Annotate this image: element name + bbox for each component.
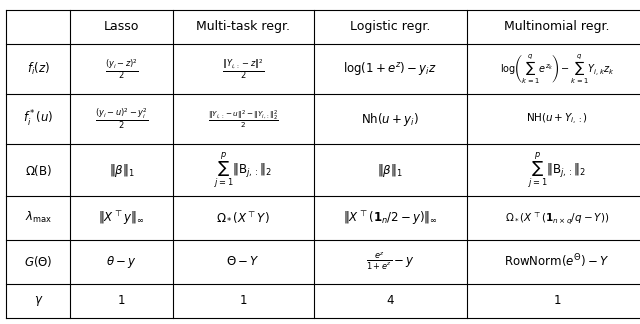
Text: $\Omega_*(X^\top(\mathbf{1}_{n \times q}/q - Y))$: $\Omega_*(X^\top(\mathbf{1}_{n \times q}… <box>505 210 609 226</box>
Text: $\mathrm{NH}(u + Y_{i,:})$: $\mathrm{NH}(u + Y_{i,:})$ <box>526 111 588 127</box>
Text: $\mathrm{RowNorm}(e^\Theta) - Y$: $\mathrm{RowNorm}(e^\Theta) - Y$ <box>504 253 609 271</box>
Text: $\mathrm{Nh}(u + y_i)$: $\mathrm{Nh}(u + y_i)$ <box>362 110 419 128</box>
Text: $\theta - y$: $\theta - y$ <box>106 254 137 270</box>
Text: $\log(1 + e^z) - y_i z$: $\log(1 + e^z) - y_i z$ <box>344 60 437 77</box>
Text: $\frac{(y_i - u)^2 - y_i^2}{2}$: $\frac{(y_i - u)^2 - y_i^2}{2}$ <box>95 107 148 131</box>
Text: $\frac{(y_i - z)^2}{2}$: $\frac{(y_i - z)^2}{2}$ <box>105 57 138 81</box>
Text: Logistic regr.: Logistic regr. <box>350 20 431 33</box>
Text: $\|\beta\|_1$: $\|\beta\|_1$ <box>378 162 403 179</box>
Text: $G(\Theta)$: $G(\Theta)$ <box>24 254 52 269</box>
Text: $\Theta - Y$: $\Theta - Y$ <box>227 255 260 268</box>
Text: $\frac{\|Y_{i,:} - u\|^2 - \|Y_{i,:}\|_2^2}{2}$: $\frac{\|Y_{i,:} - u\|^2 - \|Y_{i,:}\|_2… <box>208 108 278 130</box>
Text: $\|X^\top y\|_\infty$: $\|X^\top y\|_\infty$ <box>99 209 145 227</box>
Text: $f_i(z)$: $f_i(z)$ <box>27 61 50 77</box>
Text: $f_i^*(u)$: $f_i^*(u)$ <box>23 109 54 129</box>
Text: $\sum_{j=1}^{p} \|\mathrm{B}_{j,:}\|_2$: $\sum_{j=1}^{p} \|\mathrm{B}_{j,:}\|_2$ <box>528 150 586 190</box>
Text: $\gamma$: $\gamma$ <box>34 294 43 307</box>
Text: $\frac{e^z}{1+e^z} - y$: $\frac{e^z}{1+e^z} - y$ <box>366 251 415 272</box>
Text: $\lambda_{\max}$: $\lambda_{\max}$ <box>25 210 52 226</box>
Text: $1$: $1$ <box>117 294 126 307</box>
Text: $\frac{\|Y_{i,:} - z\|^2}{2}$: $\frac{\|Y_{i,:} - z\|^2}{2}$ <box>222 57 264 81</box>
Text: $1$: $1$ <box>552 294 561 307</box>
Text: $\|\beta\|_1$: $\|\beta\|_1$ <box>109 162 134 179</box>
Text: $\|X^\top(\mathbf{1}_n/2 - y)\|_\infty$: $\|X^\top(\mathbf{1}_n/2 - y)\|_\infty$ <box>343 209 438 227</box>
Text: $\sum_{j=1}^{p} \|\mathrm{B}_{j,:}\|_2$: $\sum_{j=1}^{p} \|\mathrm{B}_{j,:}\|_2$ <box>214 150 272 190</box>
Text: $\Omega(\mathrm{B})$: $\Omega(\mathrm{B})$ <box>25 163 52 178</box>
Text: Multi-task regr.: Multi-task regr. <box>196 20 290 33</box>
Text: $4$: $4$ <box>386 294 395 307</box>
Text: $\log\!\left(\sum_{k=1}^{q} e^{z_k}\right) - \sum_{k=1}^{q} Y_{i,k} z_k$: $\log\!\left(\sum_{k=1}^{q} e^{z_k}\righ… <box>500 52 614 85</box>
Text: $\Omega_*(X^\top Y)$: $\Omega_*(X^\top Y)$ <box>216 210 270 226</box>
Text: Multinomial regr.: Multinomial regr. <box>504 20 609 33</box>
Text: Lasso: Lasso <box>104 20 140 33</box>
Text: $1$: $1$ <box>239 294 248 307</box>
